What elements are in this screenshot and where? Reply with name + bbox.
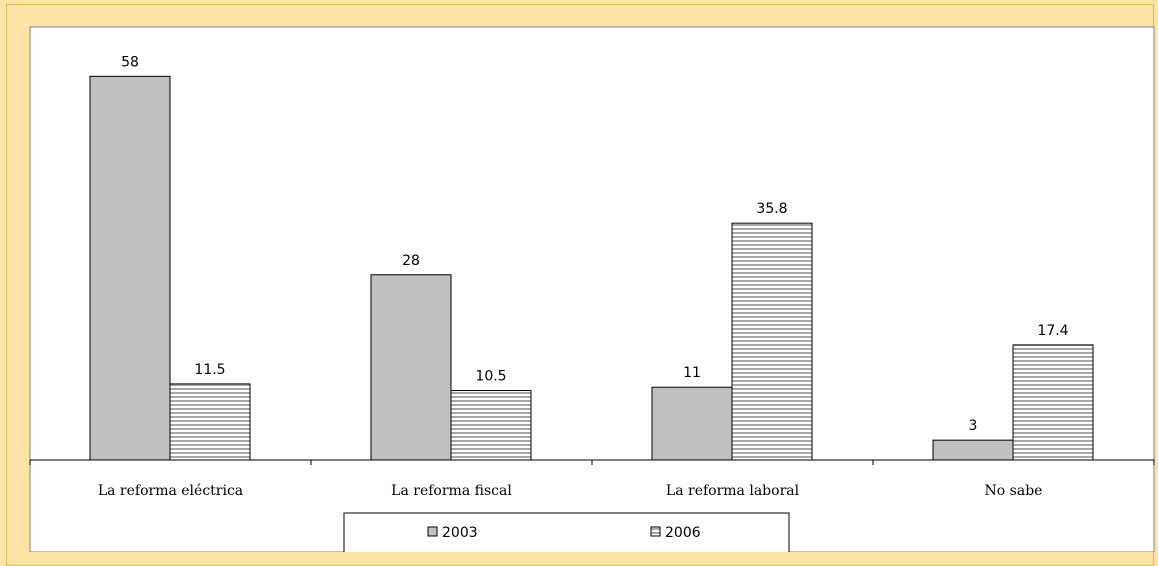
- plot-area: [29, 26, 1155, 552]
- value-label-2003-la-reforma-electrica: 58: [121, 54, 139, 70]
- legend-swatch-2006: [650, 526, 661, 537]
- legend-label-2003: 2003: [442, 525, 478, 541]
- category-label-no-sabe: No sabe: [985, 483, 1043, 499]
- bar-2006-la-reforma-electrica: [169, 383, 251, 461]
- category-label-la-reforma-laboral: La reforma laboral: [666, 483, 800, 499]
- value-label-2006-la-reforma-fiscal: 10.5: [475, 369, 506, 385]
- legend-label-2006: 2006: [665, 525, 701, 541]
- category-label-la-reforma-fiscal: La reforma fiscal: [391, 483, 512, 499]
- value-label-2003-no-sabe: 3: [969, 418, 978, 434]
- bar-2003-la-reforma-electrica: [89, 75, 171, 461]
- legend-box: [343, 512, 790, 552]
- legend: 2003 2006: [343, 512, 790, 552]
- value-label-2003-la-reforma-fiscal: 28: [402, 253, 420, 269]
- legend-swatch-2003: [427, 526, 438, 537]
- bar-chart: 58 11.5 28 10.5 11 35.8 3 17.4 La reforma eléct…: [29, 26, 1155, 552]
- bar-2003-no-sabe: [932, 439, 1014, 461]
- value-label-2006-la-reforma-laboral: 35.8: [756, 201, 787, 217]
- bar-2006-la-reforma-laboral: [731, 222, 813, 461]
- bar-2006-no-sabe: [1012, 344, 1094, 461]
- category-label-la-reforma-electrica: La reforma eléctrica: [98, 483, 243, 499]
- value-label-2006-no-sabe: 17.4: [1037, 323, 1068, 339]
- bar-2006-la-reforma-fiscal: [450, 390, 532, 461]
- value-label-2006-la-reforma-electrica: 11.5: [194, 362, 225, 378]
- bar-2003-la-reforma-laboral: [651, 386, 733, 461]
- bar-2003-la-reforma-fiscal: [370, 274, 452, 461]
- value-label-2003-la-reforma-laboral: 11: [683, 365, 701, 381]
